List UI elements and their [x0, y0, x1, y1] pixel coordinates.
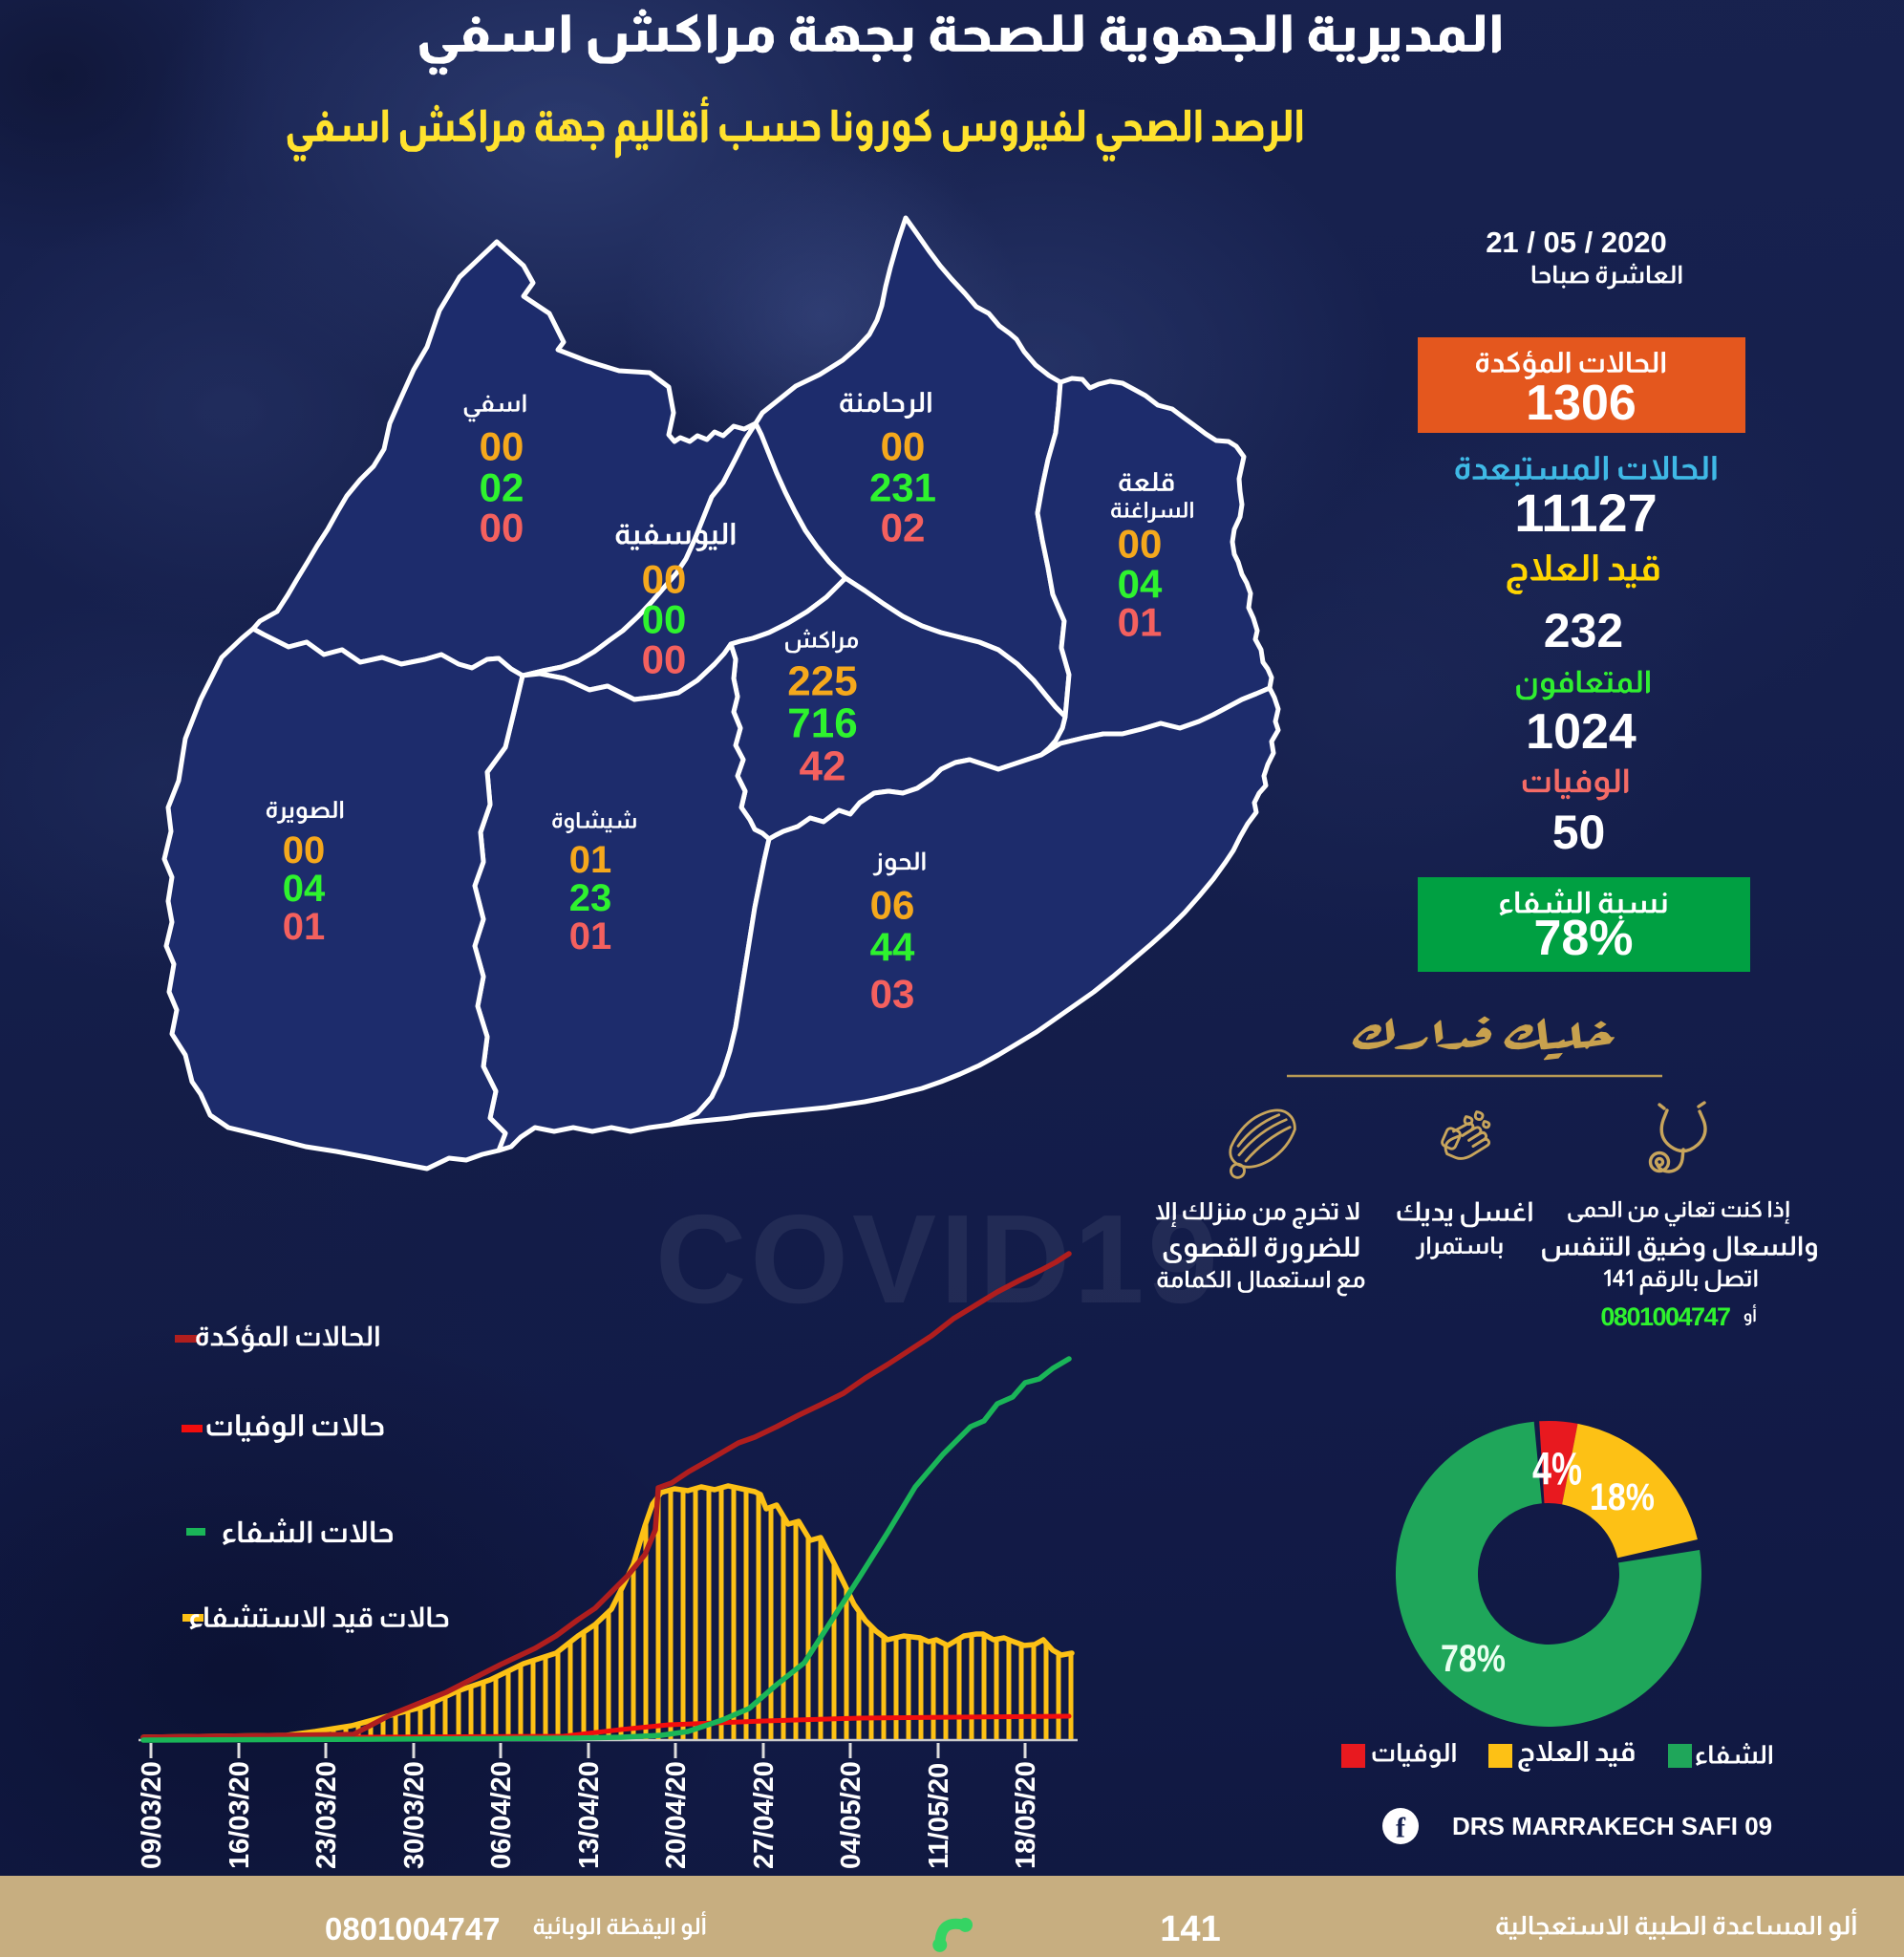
svg-text:30/03/20: 30/03/20 [399, 1761, 430, 1869]
svg-text:23/03/20: 23/03/20 [311, 1761, 342, 1869]
svg-text:27/04/20: 27/04/20 [749, 1761, 780, 1869]
svg-text:13/04/20: 13/04/20 [574, 1761, 605, 1869]
svg-text:01: 01 [283, 906, 326, 948]
svg-text:18%: 18% [1590, 1476, 1655, 1518]
svg-text:16/03/20: 16/03/20 [225, 1761, 255, 1869]
svg-text:01: 01 [569, 839, 612, 881]
svg-text:02: 02 [881, 505, 926, 550]
svg-text:00: 00 [1118, 522, 1163, 567]
svg-text:225: 225 [787, 658, 857, 705]
svg-text:03: 03 [870, 972, 915, 1017]
svg-text:04: 04 [283, 868, 326, 910]
svg-text:00: 00 [283, 829, 326, 871]
svg-text:04/05/20: 04/05/20 [836, 1761, 866, 1869]
svg-text:00: 00 [642, 637, 687, 682]
svg-text:02: 02 [480, 465, 524, 510]
svg-text:42: 42 [800, 743, 846, 790]
svg-text:20/04/20: 20/04/20 [661, 1761, 692, 1869]
svg-text:23: 23 [569, 877, 612, 919]
svg-text:06: 06 [870, 883, 915, 928]
svg-text:00: 00 [642, 557, 687, 602]
svg-text:00: 00 [480, 505, 524, 550]
svg-text:44: 44 [870, 925, 915, 970]
svg-text:09/03/20: 09/03/20 [137, 1761, 167, 1869]
svg-text:00: 00 [480, 424, 524, 469]
svg-text:716: 716 [787, 700, 857, 747]
svg-text:01: 01 [1118, 600, 1163, 645]
svg-text:DRS MARRAKECH SAFI 09: DRS MARRAKECH SAFI 09 [1452, 1812, 1772, 1840]
svg-text:231: 231 [869, 465, 936, 510]
svg-text:06/04/20: 06/04/20 [486, 1761, 517, 1869]
svg-text:00: 00 [642, 597, 687, 642]
svg-text:01: 01 [569, 915, 612, 957]
svg-text:4%: 4% [1532, 1445, 1582, 1495]
svg-text:11/05/20: 11/05/20 [924, 1763, 954, 1869]
svg-text:78%: 78% [1441, 1638, 1506, 1680]
svg-text:18/05/20: 18/05/20 [1011, 1761, 1041, 1869]
svg-text:00: 00 [881, 424, 926, 469]
svg-text:f: f [1396, 1813, 1406, 1844]
svg-text:04: 04 [1118, 562, 1163, 607]
